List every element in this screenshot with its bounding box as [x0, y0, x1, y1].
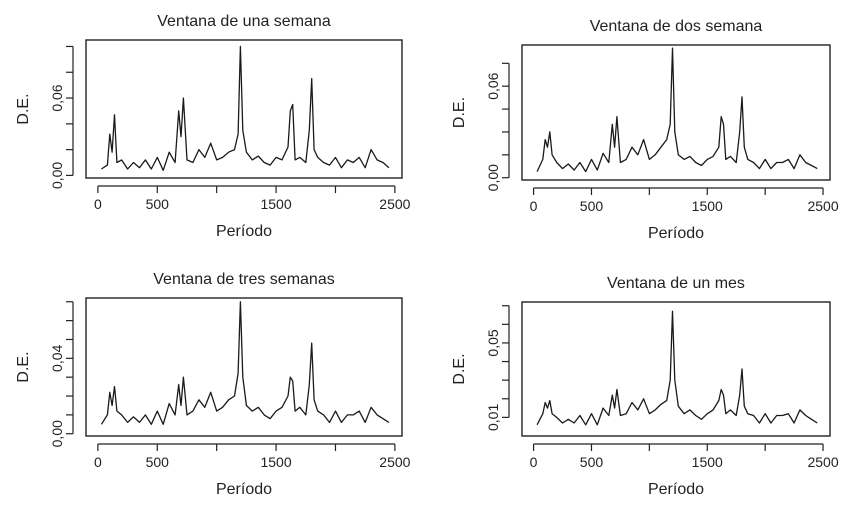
plot-frame [85, 297, 403, 437]
y-axis-label: D.E. [451, 97, 468, 128]
series-line [101, 45, 390, 171]
x-tick-label: 500 [580, 198, 604, 214]
chart-title: Ventana de dos semana [590, 18, 763, 35]
y-tick-label: 0,00 [485, 164, 501, 191]
x-tick-label: 1500 [260, 196, 291, 212]
x-tick-label: 2500 [379, 196, 410, 212]
y-axis-label: D.E. [15, 351, 32, 382]
chart-title: Ventana de tres semanas [153, 271, 334, 288]
panel-dos-semana: Ventana de dos semana 0 500 1500 2500 Período… [451, 18, 839, 242]
x-tick-label: 1500 [692, 198, 723, 214]
x-tick-label: 2500 [807, 198, 838, 214]
y-tick-label: 0,06 [49, 84, 65, 111]
x-tick-label: 500 [146, 196, 170, 212]
x-tick-label: 1500 [260, 454, 291, 470]
plot-frame [521, 44, 831, 181]
x-axis-label: Período [216, 481, 272, 498]
chart-title: Ventana de una semana [157, 13, 331, 30]
x-tick-label: 500 [580, 454, 604, 470]
plot-frame [85, 39, 403, 179]
x-axis-label: Período [648, 225, 704, 242]
x-tick-label: 0 [94, 454, 102, 470]
y-tick-label: 0,05 [485, 329, 501, 356]
y-tick-label: 0,06 [485, 72, 501, 99]
panel-tres-semanas: Ventana de tres semanas 0 500 1500 2500 Perío… [15, 271, 411, 498]
panel-un-mes: Ventana de un mes 0 500 1500 2500 Período 0,01… [451, 275, 839, 498]
x-tick-label: 2500 [807, 454, 838, 470]
y-tick-label: 0,00 [49, 420, 65, 447]
y-axis-label: D.E. [15, 93, 32, 124]
panel-una-semana: Ventana de una semana 0 500 1500 2500 Período… [15, 13, 411, 240]
x-tick-label: 0 [94, 196, 102, 212]
series-line [100, 301, 390, 425]
x-tick-label: 2500 [379, 454, 410, 470]
y-tick-label: 0,01 [485, 404, 501, 431]
x-tick-label: 0 [530, 198, 538, 214]
x-tick-label: 1500 [692, 454, 723, 470]
x-axis-label: Período [216, 223, 272, 240]
y-tick-label: 0,04 [49, 344, 65, 371]
series-line [536, 47, 818, 173]
chart-title: Ventana de un mes [607, 275, 745, 292]
x-tick-label: 0 [530, 454, 538, 470]
series-line [536, 310, 818, 426]
y-axis-label: D.E. [451, 353, 468, 384]
x-tick-label: 500 [146, 454, 170, 470]
plot-frame [521, 301, 831, 437]
x-axis-label: Período [648, 481, 704, 498]
y-tick-label: 0,00 [49, 162, 65, 189]
